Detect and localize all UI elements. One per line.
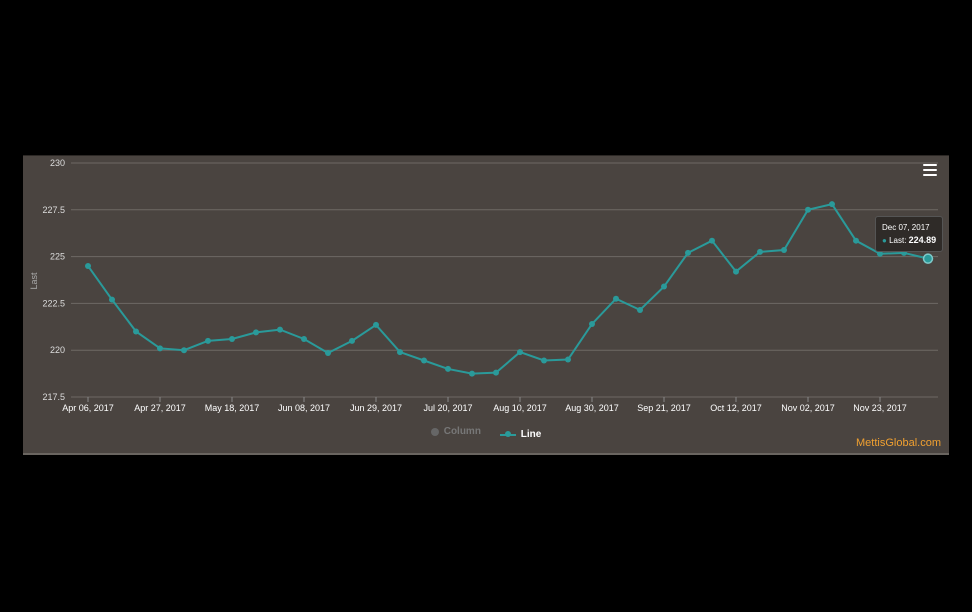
- data-point[interactable]: [397, 349, 403, 356]
- credit-link[interactable]: MettisGlobal.com: [856, 437, 941, 449]
- data-point[interactable]: [469, 370, 475, 377]
- data-point[interactable]: [301, 335, 307, 342]
- data-point[interactable]: [541, 357, 547, 364]
- data-point[interactable]: [517, 349, 523, 356]
- data-point[interactable]: [445, 365, 451, 372]
- x-tick-label: May 18, 2017: [205, 403, 260, 413]
- data-point[interactable]: [253, 329, 259, 336]
- x-tick-label: Aug 30, 2017: [565, 403, 619, 413]
- y-tick-label: 220: [50, 345, 65, 355]
- data-point[interactable]: [181, 347, 187, 354]
- tooltip-dot-icon: ●: [882, 236, 887, 245]
- data-point[interactable]: [829, 201, 835, 208]
- data-point[interactable]: [373, 321, 379, 328]
- x-tick-label: Apr 06, 2017: [62, 403, 114, 413]
- data-point[interactable]: [589, 320, 595, 327]
- data-point[interactable]: [685, 249, 691, 256]
- legend-column-label: Column: [443, 426, 481, 437]
- data-point[interactable]: [613, 295, 619, 302]
- data-point[interactable]: [325, 350, 331, 357]
- tooltip-label: Last:: [889, 236, 907, 245]
- legend-line-label: Line: [520, 429, 542, 440]
- data-point[interactable]: [805, 206, 811, 213]
- data-point[interactable]: [565, 356, 571, 363]
- data-point[interactable]: [757, 248, 763, 255]
- data-point[interactable]: [709, 237, 715, 244]
- data-point[interactable]: [421, 357, 427, 364]
- x-tick-label: Sep 21, 2017: [637, 403, 691, 413]
- chart-panel: 217.5 220 222.5 225 227.5 230 Apr 06, 2017 Apr…: [23, 155, 949, 455]
- y-tick-label: 222.5: [42, 298, 65, 308]
- series-line-line: [87, 203, 929, 375]
- data-point[interactable]: [493, 369, 499, 376]
- data-point[interactable]: [85, 262, 91, 269]
- legend-column-marker-icon: [430, 427, 439, 436]
- data-point[interactable]: [877, 250, 883, 257]
- x-tick-label: Jul 20, 2017: [423, 403, 472, 413]
- line-chart: 217.5 220 222.5 225 227.5 230 Apr 06, 2017 Apr…: [29, 158, 938, 413]
- hamburger-icon: [923, 164, 937, 166]
- x-tick-label: Aug 10, 2017: [493, 403, 547, 413]
- x-tick-label: Jun 29, 2017: [350, 403, 402, 413]
- chart-legend: Column Line: [23, 426, 949, 440]
- data-point[interactable]: [853, 237, 859, 244]
- chart-tooltip: Dec 07, 2017 ● Last: 224.89: [875, 216, 944, 252]
- y-tick-label: 225: [50, 252, 65, 262]
- data-point[interactable]: [157, 345, 163, 352]
- data-point[interactable]: [205, 337, 211, 344]
- data-point[interactable]: [229, 335, 235, 342]
- tooltip-date: Dec 07, 2017: [882, 223, 930, 232]
- x-tick-label: Jun 08, 2017: [278, 403, 330, 413]
- data-point[interactable]: [781, 247, 787, 254]
- data-point[interactable]: [109, 296, 115, 303]
- x-tick-label: Apr 27, 2017: [134, 403, 186, 413]
- tooltip-value: 224.89: [908, 235, 937, 245]
- legend-item-column[interactable]: Column: [430, 426, 481, 437]
- y-axis-label: Last: [29, 272, 39, 290]
- data-point-highlighted[interactable]: [922, 253, 934, 264]
- data-point[interactable]: [133, 328, 139, 335]
- data-point[interactable]: [637, 306, 643, 313]
- legend-item-line[interactable]: Line: [499, 429, 542, 440]
- data-point[interactable]: [661, 283, 667, 290]
- legend-line-marker-icon: [499, 430, 516, 437]
- y-tick-label: 230: [50, 158, 65, 168]
- x-tick-label: Nov 23, 2017: [853, 403, 907, 413]
- y-tick-label: 217.5: [42, 392, 65, 402]
- data-point[interactable]: [349, 337, 355, 344]
- data-point[interactable]: [733, 268, 739, 275]
- y-tick-label: 227.5: [42, 205, 65, 215]
- data-point[interactable]: [277, 326, 283, 333]
- chart-menu-button[interactable]: [923, 164, 937, 176]
- x-tick-label: Nov 02, 2017: [781, 403, 835, 413]
- x-tick-label: Oct 12, 2017: [710, 403, 762, 413]
